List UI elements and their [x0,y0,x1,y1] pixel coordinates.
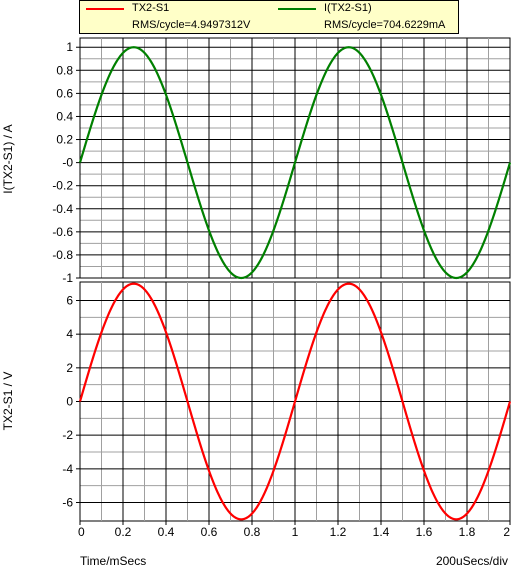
voltage-y-tick-label: 6 [66,294,73,308]
legend-swatch-tx2-s1 [86,8,124,10]
voltage-y-tick-label: 2 [66,361,73,375]
current-y-tick-label: 0.2 [56,133,73,147]
x-tick-label: 0.2 [115,525,132,539]
voltage-y-tick-label: -4 [62,462,73,476]
voltage-y-tick-label: -6 [62,495,73,509]
legend-label-i-tx2-s1: I(TX2-S1) [324,2,372,14]
x-tick-label: 1.8 [459,525,476,539]
current-y-tick-label: 0.6 [56,86,73,100]
x-tick-label: 0 [78,525,85,539]
legend: TX2-S1 RMS/cycle=4.9497312V I(TX2-S1) RM… [79,0,459,34]
current-y-tick-label: -0.8 [52,248,73,262]
x-tick-label: 1 [292,525,299,539]
voltage-y-tick-label: 0 [66,395,73,409]
legend-label-tx2-s1: TX2-S1 [132,2,170,14]
current-y-tick-label: -0 [62,156,73,170]
legend-rms-tx2-s1: RMS/cycle=4.9497312V [132,19,251,31]
voltage-series-line [78,282,512,521]
current-y-tick-label: -0.6 [52,225,73,239]
current-y-tick-label: 1 [66,40,73,54]
x-tick-label: 1.2 [330,525,347,539]
current-series-line [78,46,512,280]
current-y-tick-label: -1 [62,271,73,285]
x-tick-label: 0.6 [201,525,218,539]
x-axis-label: Time/mSecs [80,554,147,568]
current-y-tick-label: 0.8 [56,63,73,77]
current-y-tick-label: -0.2 [52,179,73,193]
x-tick-label: 2 [503,525,510,539]
current-y-tick-label: -0.4 [52,202,73,216]
x-tick-label: 1.6 [416,525,433,539]
voltage-y-tick-label: 4 [66,327,73,341]
current-y-tick-label: 0.4 [56,109,73,123]
legend-swatch-i-tx2-s1 [278,8,316,10]
x-tick-label: 0.4 [158,525,175,539]
voltage-y-tick-label: -2 [62,428,73,442]
time-scale-label: 200uSecs/div [435,554,508,568]
x-tick-label: 0.8 [244,525,261,539]
legend-rms-i-tx2-s1: RMS/cycle=704.6229mA [324,19,446,31]
x-tick-label: 1.4 [373,525,390,539]
